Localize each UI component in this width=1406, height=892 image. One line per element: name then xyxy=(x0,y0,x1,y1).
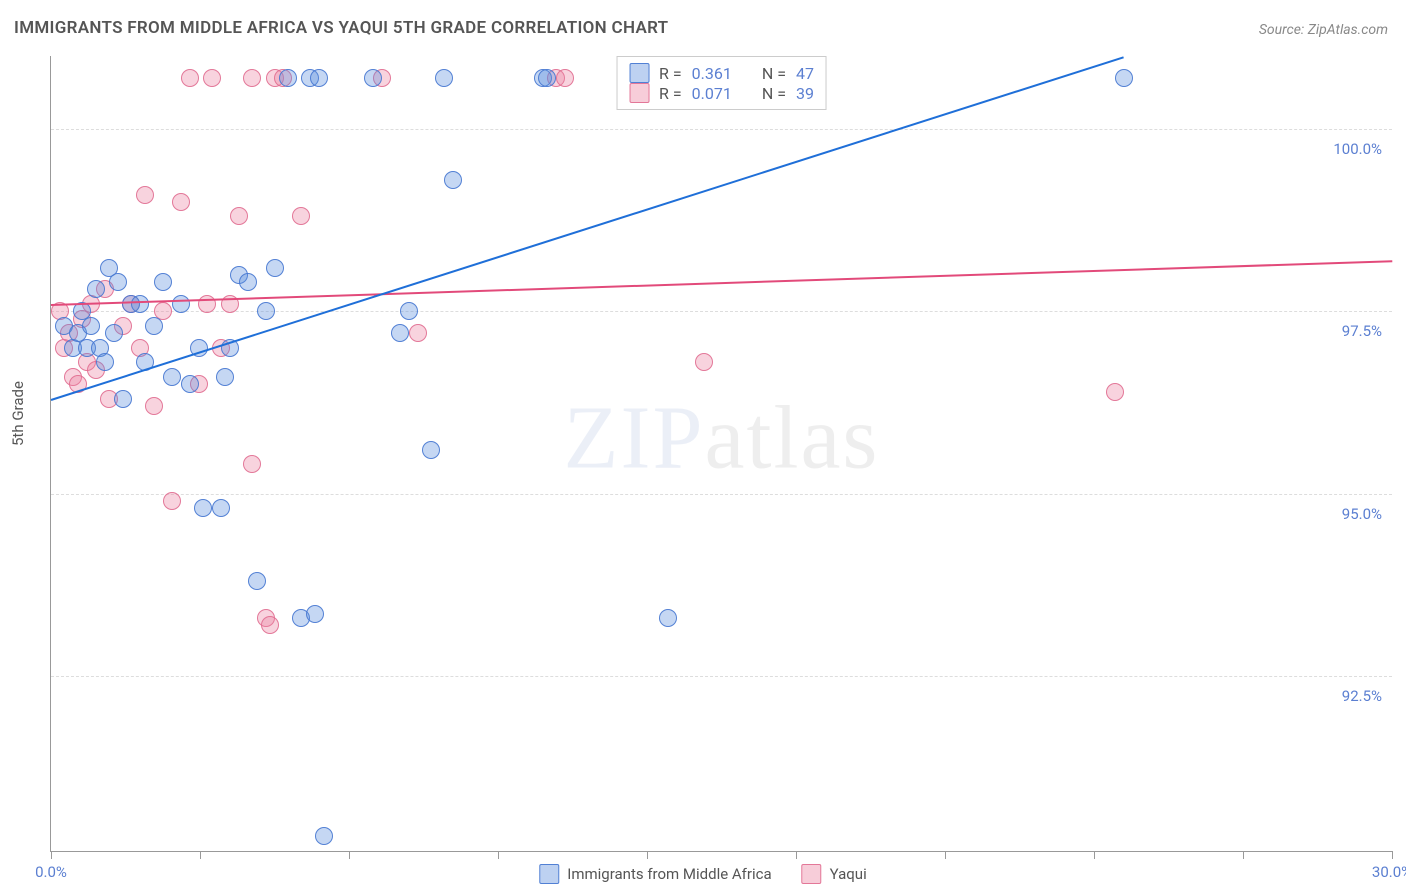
data-point-blue xyxy=(422,441,440,459)
data-point-blue xyxy=(212,499,230,517)
x-tick xyxy=(200,851,201,859)
legend-item-blue: Immigrants from Middle Africa xyxy=(539,864,771,884)
source-attribution: Source: ZipAtlas.com xyxy=(1259,22,1388,38)
x-tick-label: 30.0% xyxy=(1372,863,1406,881)
swatch-blue-icon xyxy=(539,864,559,884)
n-label: N = xyxy=(762,84,786,103)
data-point-blue xyxy=(659,609,677,627)
data-point-blue xyxy=(82,317,100,335)
legend-row-pink: R = 0.071 N = 39 xyxy=(629,83,814,103)
y-tick-label: 97.5% xyxy=(1342,322,1382,340)
data-point-blue xyxy=(248,572,266,590)
data-point-pink xyxy=(243,455,261,473)
data-point-blue xyxy=(239,273,257,291)
swatch-pink-icon xyxy=(802,864,822,884)
data-point-blue xyxy=(114,390,132,408)
data-point-blue xyxy=(400,302,418,320)
data-point-blue xyxy=(310,69,328,87)
swatch-pink-icon xyxy=(629,83,649,103)
gridline xyxy=(51,494,1392,495)
data-point-pink xyxy=(292,207,310,225)
gridline xyxy=(51,311,1392,312)
data-point-blue xyxy=(163,368,181,386)
data-point-blue xyxy=(172,295,190,313)
data-point-blue xyxy=(391,324,409,342)
watermark: ZIPatlas xyxy=(564,386,880,489)
data-point-blue xyxy=(194,499,212,517)
data-point-blue xyxy=(181,375,199,393)
data-point-blue xyxy=(279,69,297,87)
data-point-pink xyxy=(695,353,713,371)
r-value-pink: 0.071 xyxy=(692,84,732,103)
r-value-blue: 0.361 xyxy=(692,64,732,83)
swatch-blue-icon xyxy=(629,63,649,83)
legend-row-blue: R = 0.361 N = 47 xyxy=(629,63,814,83)
data-point-pink xyxy=(230,207,248,225)
data-point-blue xyxy=(538,69,556,87)
y-axis-label: 5th Grade xyxy=(9,381,27,446)
data-point-pink xyxy=(203,69,221,87)
data-point-pink xyxy=(1106,383,1124,401)
x-tick xyxy=(349,851,350,859)
r-label: R = xyxy=(659,64,682,83)
data-point-blue xyxy=(154,273,172,291)
watermark-atlas: atlas xyxy=(705,388,880,487)
y-tick-label: 95.0% xyxy=(1342,505,1382,523)
data-point-blue xyxy=(364,69,382,87)
trend-line-blue xyxy=(51,56,1124,401)
data-point-pink xyxy=(243,69,261,87)
data-point-blue xyxy=(435,69,453,87)
series-legend: Immigrants from Middle Africa Yaqui xyxy=(539,864,866,884)
data-point-blue xyxy=(315,827,333,845)
data-point-pink xyxy=(163,492,181,510)
x-tick xyxy=(1094,851,1095,859)
r-label: R = xyxy=(659,84,682,103)
watermark-zip: ZIP xyxy=(564,388,705,487)
chart-plot-area: ZIPatlas R = 0.361 N = 47 R = 0.071 N = … xyxy=(50,56,1392,852)
legend-label-blue: Immigrants from Middle Africa xyxy=(567,865,771,883)
data-point-blue xyxy=(444,171,462,189)
legend-label-pink: Yaqui xyxy=(830,865,867,883)
data-point-pink xyxy=(172,193,190,211)
data-point-blue xyxy=(145,317,163,335)
x-tick xyxy=(647,851,648,859)
gridline xyxy=(51,676,1392,677)
data-point-pink xyxy=(136,186,154,204)
x-tick-label: 0.0% xyxy=(35,863,67,881)
data-point-blue xyxy=(109,273,127,291)
gridline xyxy=(51,129,1392,130)
data-point-blue xyxy=(306,605,324,623)
n-label: N = xyxy=(762,64,786,83)
data-point-blue xyxy=(105,324,123,342)
x-tick xyxy=(498,851,499,859)
x-tick xyxy=(945,851,946,859)
data-point-pink xyxy=(556,69,574,87)
data-point-blue xyxy=(257,302,275,320)
data-point-blue xyxy=(131,295,149,313)
n-value-pink: 39 xyxy=(796,84,814,103)
data-point-pink xyxy=(145,397,163,415)
data-point-blue xyxy=(87,280,105,298)
n-value-blue: 47 xyxy=(796,64,814,83)
data-point-pink xyxy=(409,324,427,342)
data-point-blue xyxy=(266,259,284,277)
x-tick xyxy=(796,851,797,859)
x-tick xyxy=(1243,851,1244,859)
y-tick-label: 92.5% xyxy=(1342,687,1382,705)
correlation-legend: R = 0.361 N = 47 R = 0.071 N = 39 xyxy=(616,56,827,110)
chart-title: IMMIGRANTS FROM MIDDLE AFRICA VS YAQUI 5… xyxy=(14,18,668,38)
data-point-pink xyxy=(181,69,199,87)
x-tick xyxy=(1392,851,1393,859)
data-point-pink xyxy=(261,616,279,634)
y-tick-label: 100.0% xyxy=(1333,140,1382,158)
legend-item-pink: Yaqui xyxy=(802,864,867,884)
x-tick xyxy=(51,851,52,859)
data-point-blue xyxy=(1115,69,1133,87)
data-point-blue xyxy=(96,353,114,371)
data-point-blue xyxy=(216,368,234,386)
